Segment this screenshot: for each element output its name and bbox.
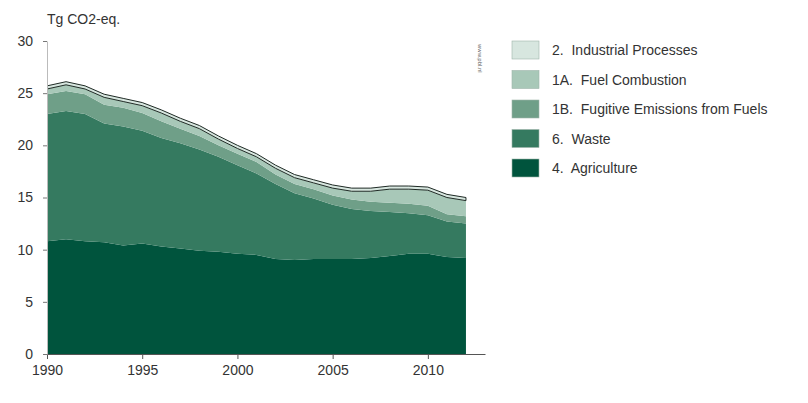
legend-label: 4. Agriculture [552, 160, 638, 176]
x-axis: 1990 1995 2000 2005 2010 [32, 354, 486, 378]
x-tick-mark [428, 354, 429, 359]
x-tick: 1995 [127, 354, 158, 378]
y-axis-line [47, 42, 48, 355]
legend: 2. Industrial Processes 1A. Fuel Combusti… [512, 41, 768, 177]
y-tick-mark [43, 302, 47, 303]
area-series [47, 239, 466, 354]
x-tick: 2010 [413, 354, 444, 378]
legend-swatch [512, 41, 539, 59]
plot-area [47, 82, 466, 354]
x-tick-mark [142, 354, 143, 359]
x-tick-label: 2005 [318, 362, 349, 378]
x-tick-label: 2000 [222, 362, 253, 378]
y-tick-label: 20 [17, 137, 33, 153]
area-series [47, 111, 466, 260]
y-tick-label: 0 [25, 346, 33, 362]
y-tick: 30 [17, 33, 47, 49]
legend-swatch [512, 100, 539, 118]
x-axis-line [48, 354, 486, 355]
x-tick: 1990 [32, 354, 63, 378]
x-tick-label: 2010 [413, 362, 444, 378]
x-tick-mark [47, 354, 48, 359]
legend-label: 1A. Fuel Combustion [552, 72, 687, 88]
y-tick-label: 15 [17, 189, 33, 205]
y-tick-mark [43, 93, 47, 94]
y-tick: 20 [17, 137, 47, 153]
legend-swatch [512, 159, 539, 177]
y-tick-mark [43, 354, 47, 355]
x-tick: 2005 [318, 354, 349, 378]
y-axis: 0 5 10 15 20 25 30 [17, 33, 47, 362]
area-series [47, 82, 466, 201]
x-tick-label: 1990 [32, 362, 63, 378]
legend-swatch [512, 71, 539, 89]
x-tick: 2000 [222, 354, 253, 378]
legend-label: 6. Waste [552, 131, 611, 147]
annotation: www.pbl.nl [477, 43, 483, 73]
y-tick: 25 [17, 85, 47, 101]
x-tick-mark [237, 354, 238, 359]
y-tick: 10 [17, 242, 47, 258]
area-series [47, 85, 466, 216]
y-tick-label: 5 [25, 294, 33, 310]
y-tick-mark [43, 198, 47, 199]
x-tick-label: 1995 [127, 362, 158, 378]
y-tick-mark [43, 250, 47, 251]
y-tick: 5 [25, 294, 47, 310]
y-tick-label: 10 [17, 242, 33, 258]
legend-label: 1B. Fugitive Emissions from Fuels [552, 101, 768, 117]
y-tick: 0 [25, 346, 47, 362]
y-tick-label: 25 [17, 85, 33, 101]
y-tick-label: 30 [17, 33, 33, 49]
legend-swatch [512, 130, 539, 148]
y-tick-mark [43, 145, 47, 146]
y-axis-title: Tg CO2-eq. [47, 11, 120, 27]
x-tick-mark [333, 354, 334, 359]
y-tick: 15 [17, 189, 47, 205]
chart: 1990 1995 2000 2005 2010 0 5 10 15 20 25 30 Tg CO2-e… [0, 0, 808, 403]
y-tick-mark [43, 41, 47, 42]
legend-label: 2. Industrial Processes [552, 42, 698, 58]
